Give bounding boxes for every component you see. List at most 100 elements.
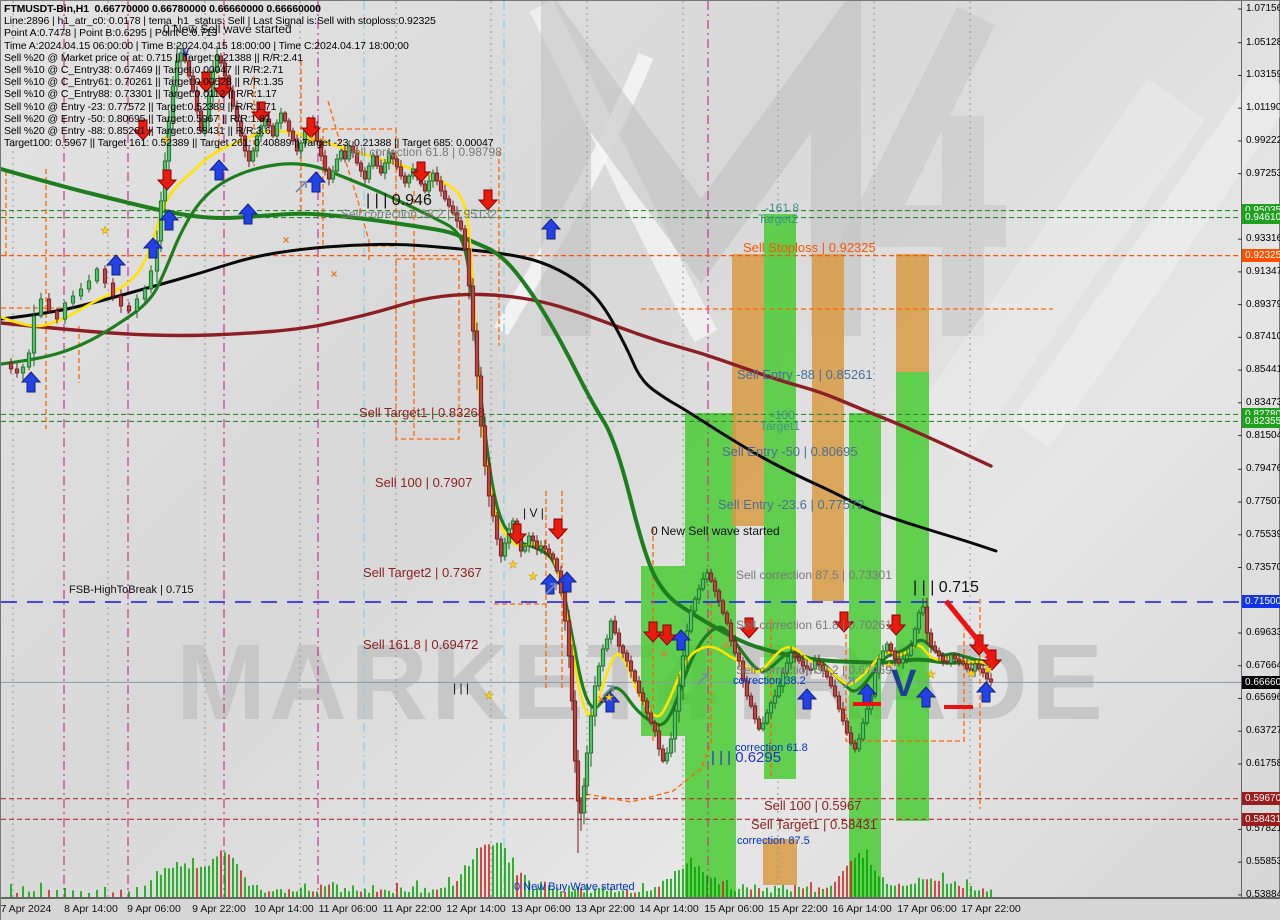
- candle: [482, 425, 488, 467]
- candle: [608, 620, 614, 640]
- candle: [692, 598, 698, 612]
- signals-layer: ★★ ★★★★ ★★★ ★ ★×××××: [20, 71, 1003, 713]
- candle: [944, 660, 950, 664]
- logo-m-shape: [541, 1, 861, 336]
- sell-arrow-icon: [738, 617, 760, 639]
- price-tick: 0.61758: [1246, 757, 1280, 769]
- price-tick: 1.01190: [1246, 102, 1280, 114]
- buy-arrow-icon: [305, 171, 327, 193]
- buy-arrow-icon: [670, 629, 692, 651]
- candle: [334, 158, 340, 172]
- candle: [892, 650, 898, 660]
- candle: [592, 685, 598, 717]
- price-tick: 0.75539: [1246, 528, 1280, 540]
- price-tick: 0.89379: [1246, 298, 1280, 310]
- candle: [434, 172, 440, 182]
- trend-arrow: [944, 599, 991, 656]
- grid-layer: [12, 1, 971, 897]
- sell-arrow-icon: [477, 189, 499, 211]
- candle: [756, 718, 762, 730]
- candle: [596, 665, 602, 687]
- candle: [584, 752, 590, 787]
- time-tick: 12 Apr 14:00: [446, 903, 506, 915]
- candle: [254, 135, 260, 152]
- levels-layer: [1, 210, 1241, 820]
- star-icon: ★: [528, 571, 538, 583]
- candle: [940, 655, 946, 662]
- candle: [808, 668, 814, 671]
- candle: [266, 118, 272, 127]
- price-axis[interactable]: 1.07156 1.05128 1.03159 1.01190 0.99222 0.972…: [1242, 1, 1280, 900]
- candle: [575, 760, 581, 802]
- star-icon: ★: [161, 134, 171, 146]
- candle: [438, 180, 444, 192]
- candle: [246, 150, 252, 162]
- candle: [972, 663, 978, 672]
- sell-arrow-icon: [300, 117, 322, 139]
- candle: [976, 663, 982, 670]
- candle: [134, 298, 140, 312]
- candle: [764, 712, 770, 724]
- price-tick: 0.53884: [1246, 888, 1280, 900]
- candle: [474, 330, 480, 377]
- time-tick: 16 Apr 14:00: [832, 903, 892, 915]
- time-axis[interactable]: 7 Apr 2024 8 Apr 14:00 9 Apr 06:00 9 Apr 22…: [1, 898, 1280, 920]
- candle: [486, 465, 492, 497]
- candle: [386, 152, 392, 164]
- candle: [876, 658, 882, 674]
- candle: [928, 632, 934, 647]
- candle: [820, 664, 826, 672]
- candle: [904, 654, 910, 660]
- candle: [470, 285, 476, 332]
- candle: [572, 700, 578, 762]
- candle: [494, 515, 500, 540]
- candle: [816, 660, 822, 666]
- price-badge-orange: 0.92325: [1242, 249, 1280, 263]
- candle: [736, 652, 742, 662]
- candle: [648, 712, 654, 724]
- time-tick: 13 Apr 06:00: [511, 903, 571, 915]
- ma-black: [1, 242, 998, 553]
- candle: [330, 170, 336, 180]
- candle: [110, 282, 116, 297]
- candle: [402, 175, 408, 184]
- sell-arrow-icon: [410, 161, 432, 183]
- candle: [581, 785, 587, 814]
- star-icon: ★: [966, 668, 976, 680]
- candle: [498, 538, 504, 557]
- candle: [784, 662, 790, 674]
- candle: [270, 125, 276, 137]
- candle: [948, 654, 954, 664]
- hollow-arrow-icon: [843, 677, 855, 689]
- cross-icon: ×: [660, 647, 667, 661]
- candle: [202, 120, 208, 132]
- candle: [800, 660, 806, 667]
- hollow-arrow-icon: [602, 685, 614, 697]
- price-tick: 0.97253: [1246, 167, 1280, 179]
- candle: [852, 742, 858, 750]
- candle: [740, 660, 746, 682]
- price-tick: 0.69633: [1246, 627, 1280, 638]
- candle: [366, 165, 372, 180]
- candle: [936, 650, 942, 657]
- candle: [350, 145, 356, 154]
- candle: [824, 670, 830, 678]
- candle: [94, 268, 100, 282]
- candle: [712, 580, 718, 592]
- price-badge-black: 0.66660: [1242, 675, 1280, 689]
- price-badge-darkred: 0.58431: [1242, 812, 1280, 826]
- ma-layer: [1, 129, 998, 727]
- candle: [378, 165, 384, 174]
- sell-arrow-icon: [547, 518, 569, 540]
- sell-arrow-icon: [132, 119, 154, 141]
- candle: [374, 155, 380, 167]
- candle: [326, 168, 332, 180]
- candle: [696, 588, 702, 600]
- candle: [394, 158, 400, 168]
- buy-arrow-icon: [540, 218, 562, 240]
- buy-arrow-icon: [975, 681, 997, 703]
- candle: [142, 288, 148, 300]
- zone-green: [764, 214, 796, 779]
- candle: [186, 60, 192, 77]
